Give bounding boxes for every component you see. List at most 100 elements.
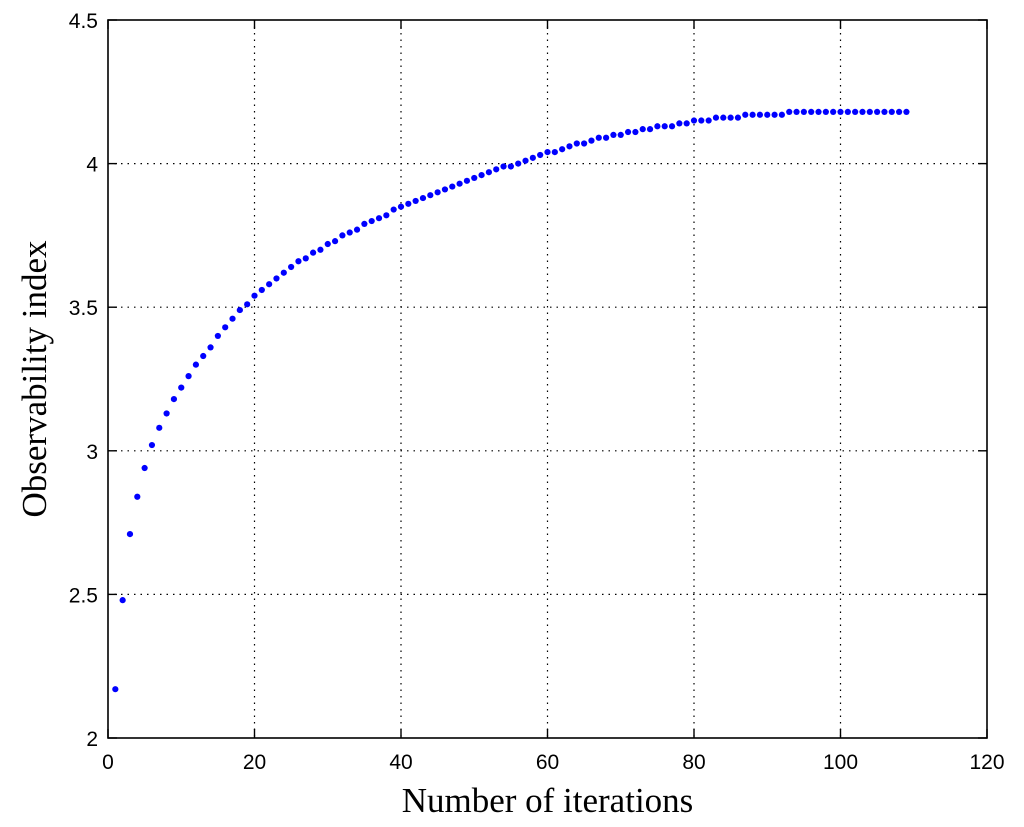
data-point: [632, 128, 639, 136]
y-tick-label: 4: [86, 154, 98, 177]
data-point: [412, 197, 419, 205]
x-tick-label: 40: [389, 751, 412, 774]
data-point: [610, 131, 617, 138]
data-point: [485, 169, 492, 176]
data-point: [434, 189, 441, 196]
data-point: [837, 108, 844, 116]
data-point: [603, 134, 610, 141]
data-point: [126, 530, 134, 538]
data-point: [800, 108, 807, 116]
data-point: [112, 686, 119, 693]
y-tick-label: 3: [86, 441, 98, 464]
axis-ticks: [107, 19, 988, 739]
data-point: [808, 108, 815, 116]
data-point: [353, 226, 361, 233]
data-point: [119, 597, 126, 604]
data-point: [156, 424, 163, 431]
data-point: [764, 111, 771, 118]
data-point: [734, 114, 742, 121]
data-point: [573, 140, 580, 147]
data-point: [236, 306, 243, 314]
data-point: [207, 344, 214, 351]
data-point: [178, 384, 185, 391]
data-point: [822, 108, 829, 116]
data-point: [844, 108, 851, 116]
x-tick-label: 0: [102, 751, 114, 774]
data-point: [793, 108, 800, 116]
data-point: [896, 108, 903, 116]
x-tick-label: 20: [243, 751, 266, 774]
x-tick-labels: 0 20 40 60 80 100 120: [102, 751, 1004, 774]
x-tick-label: 80: [682, 751, 705, 774]
data-point: [170, 396, 178, 403]
data-point: [661, 123, 668, 130]
data-point: [720, 114, 727, 121]
data-point: [302, 255, 309, 262]
data-point: [280, 269, 287, 276]
data-point: [676, 120, 683, 127]
data-point: [551, 149, 558, 156]
data-point: [244, 301, 251, 308]
data-point: [595, 134, 602, 141]
data-point: [251, 292, 258, 299]
y-tick-label: 4.5: [69, 10, 98, 33]
data-point: [317, 246, 324, 253]
data-point: [449, 183, 456, 190]
data-point: [624, 128, 632, 136]
y-tick-labels: 2 2.5 3 3.5 4 4.5: [69, 10, 99, 751]
grid-lines: [108, 20, 987, 738]
data-point: [258, 286, 265, 294]
data-point: [405, 200, 412, 207]
data-point: [163, 410, 170, 417]
data-point: [712, 114, 720, 121]
y-tick-label: 3.5: [69, 297, 98, 320]
data-point: [771, 111, 778, 118]
y-tick-label: 2: [86, 728, 98, 751]
data-point: [559, 146, 566, 153]
data-point: [441, 186, 449, 193]
data-point: [310, 249, 317, 256]
data-point: [324, 240, 331, 248]
x-tick-label: 100: [823, 751, 858, 774]
data-point: [383, 212, 390, 219]
data-point: [331, 238, 339, 245]
data-point: [148, 441, 156, 449]
data-point: [756, 111, 764, 118]
data-point: [141, 464, 148, 472]
data-point: [888, 108, 895, 116]
data-point: [397, 203, 405, 210]
data-point: [192, 361, 199, 368]
data-point: [646, 126, 654, 133]
data-point: [478, 171, 485, 179]
data-point: [471, 174, 478, 182]
data-point: [134, 493, 141, 500]
data-point: [427, 192, 434, 199]
data-point: [830, 108, 837, 116]
data-point: [727, 114, 734, 121]
data-point: [749, 111, 756, 118]
data-point: [537, 151, 544, 159]
data-point: [705, 117, 712, 124]
data-point: [881, 108, 888, 116]
data-point: [339, 232, 346, 239]
data-point: [229, 315, 236, 322]
data-point: [874, 108, 881, 116]
data-point: [456, 180, 463, 187]
data-point: [683, 120, 690, 127]
data-point: [507, 163, 514, 170]
data-point: [522, 157, 529, 164]
data-point: [588, 137, 595, 144]
data-point: [493, 166, 500, 173]
data-point: [295, 258, 302, 265]
data-point: [368, 217, 375, 225]
data-point: [346, 229, 353, 236]
data-point: [273, 275, 280, 282]
data-point: [266, 281, 273, 288]
data-point: [419, 194, 427, 202]
data-point: [815, 108, 822, 116]
data-point: [690, 117, 698, 124]
data-point: [639, 126, 646, 133]
y-tick-label: 2.5: [69, 584, 98, 607]
data-point: [185, 373, 192, 380]
